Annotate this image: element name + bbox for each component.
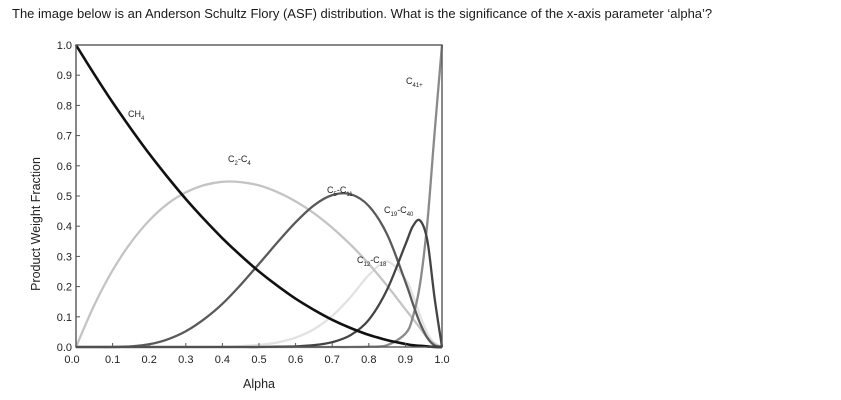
- y-axis: 0.0 0.1 0.2 0.3 0.4 0.5 0.6 0.7 0.8 0.9 1.0: [57, 40, 80, 354]
- x-tick-label: 0.0: [64, 354, 79, 366]
- curves-layer: [74, 44, 444, 349]
- series-ch4-line: [74, 44, 443, 349]
- series-c41--line: [75, 44, 444, 349]
- series-c12-c18-line: [75, 260, 443, 349]
- series-c41--label: C41+: [406, 76, 423, 89]
- series-c19-c40-label: C19-C40: [384, 205, 414, 218]
- x-tick-label: 0.5: [251, 354, 266, 366]
- x-tick-label: 1.0: [434, 354, 449, 366]
- x-tick-label: 0.4: [215, 354, 230, 366]
- x-tick-label: 0.1: [105, 354, 120, 366]
- y-tick-label: 0.6: [57, 161, 72, 173]
- question-text: The image below is an Anderson Schultz F…: [12, 6, 713, 21]
- y-tick-label: 0.0: [57, 342, 72, 354]
- x-tick-label: 0.7: [325, 354, 340, 366]
- y-tick-label: 0.5: [57, 191, 72, 203]
- y-tick-label: 0.2: [57, 282, 72, 294]
- y-tick-label: 0.3: [57, 251, 72, 263]
- y-tick-label: 1.0: [57, 40, 72, 52]
- series-c12-c18-label: C12-C18: [357, 255, 387, 268]
- y-axis-label: Product Weight Fraction: [29, 157, 43, 291]
- x-tick-label: 0.9: [398, 354, 413, 366]
- plot-frame: [75, 44, 443, 348]
- series-c5-c11-line: [75, 192, 443, 349]
- y-tick-label: 0.7: [57, 131, 72, 143]
- series-c5-c11-label: C5-C11: [327, 185, 353, 198]
- x-axis-label: Alpha: [243, 377, 275, 391]
- curve-labels: CH4 C2-C4 C5-C11 C12-C18 C19-C40 C41+: [128, 76, 423, 268]
- y-tick-label: 0.1: [57, 312, 72, 324]
- y-tick-label: 0.8: [57, 100, 72, 112]
- y-tick-label: 0.9: [57, 70, 72, 82]
- series-c19-c40-line: [75, 218, 444, 349]
- series-c2-c4-label: C2-C4: [228, 154, 251, 167]
- x-tick-label: 0.3: [178, 354, 193, 366]
- series-ch4-label: CH4: [128, 109, 145, 122]
- y-tick-label: 0.4: [57, 221, 72, 233]
- x-tick-label: 0.6: [288, 354, 303, 366]
- x-tick-label: 0.8: [361, 354, 376, 366]
- x-axis: 0.0 0.1 0.2 0.3 0.4 0.5 0.6 0.7 0.8 0.9 1.0: [64, 343, 450, 366]
- x-tick-label: 0.2: [142, 354, 157, 366]
